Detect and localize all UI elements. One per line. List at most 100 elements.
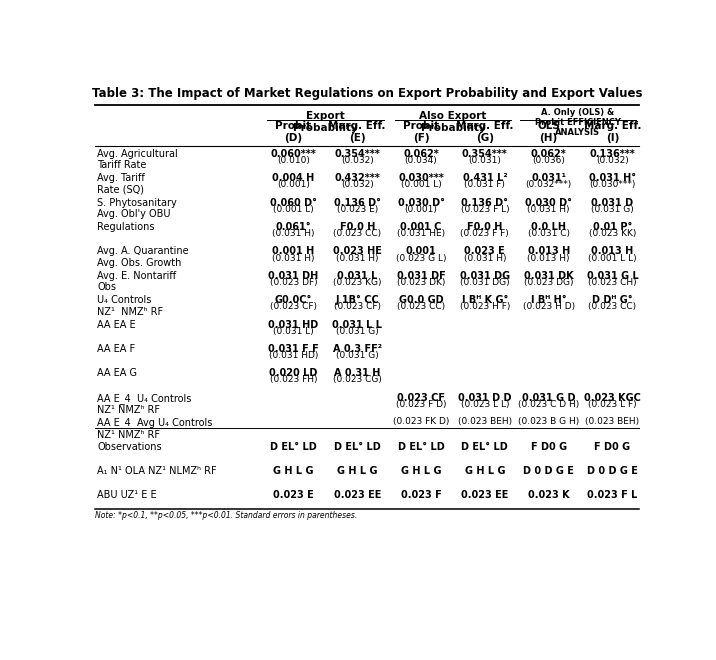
Text: 0.031 L: 0.031 L <box>337 271 377 280</box>
Text: (0.032): (0.032) <box>596 156 629 165</box>
Text: 0.031 DH: 0.031 DH <box>268 271 319 280</box>
Text: Marg. Eff.
(G): Marg. Eff. (G) <box>456 121 513 143</box>
Text: 0.001: 0.001 <box>406 246 437 256</box>
Text: 0.023 EE: 0.023 EE <box>461 490 508 500</box>
Text: F D0 G: F D0 G <box>594 442 631 451</box>
Text: J 1B° CC: J 1B° CC <box>335 295 379 306</box>
Text: (0.023 B G H): (0.023 B G H) <box>518 417 579 426</box>
Text: G H L G: G H L G <box>337 466 377 476</box>
Text: Avg. E. Nontariff
Obs: Avg. E. Nontariff Obs <box>97 271 176 292</box>
Text: 0.013 H: 0.013 H <box>528 246 570 256</box>
Text: I Bᴴ H°: I Bᴴ H° <box>531 295 566 305</box>
Text: 0.030***: 0.030*** <box>398 173 444 183</box>
Text: (0.013 H): (0.013 H) <box>528 253 570 263</box>
Text: AA EA G: AA EA G <box>97 368 137 378</box>
Text: G H L G: G H L G <box>465 466 505 476</box>
Text: 0.031¹: 0.031¹ <box>531 173 566 183</box>
Text: (0.023 CH): (0.023 CH) <box>588 278 637 287</box>
Text: (0.023 CF): (0.023 CF) <box>334 302 381 312</box>
Text: 0.013 H: 0.013 H <box>591 246 634 256</box>
Text: 0.354***: 0.354*** <box>334 148 380 159</box>
Text: 0.023 CF: 0.023 CF <box>397 393 445 403</box>
Text: A 0.3 FF²: A 0.3 FF² <box>333 344 382 354</box>
Text: D EL° LD: D EL° LD <box>462 442 508 451</box>
Text: (0.031 HD): (0.031 HD) <box>268 351 318 360</box>
Text: AA E_4  Avg U₄ Controls
NZ¹ NMZʰ RF: AA E_4 Avg U₄ Controls NZ¹ NMZʰ RF <box>97 417 213 440</box>
Text: (0.010): (0.010) <box>277 156 310 165</box>
Text: Avg. Tariff
Rate (SQ): Avg. Tariff Rate (SQ) <box>97 173 145 195</box>
Text: D EL° LD: D EL° LD <box>270 442 316 451</box>
Text: 0.031 L L: 0.031 L L <box>332 319 382 329</box>
Text: AA E_4  U₄ Controls
NZ¹ NMZʰ RF: AA E_4 U₄ Controls NZ¹ NMZʰ RF <box>97 393 192 415</box>
Text: (0.031 G): (0.031 G) <box>591 205 634 214</box>
Text: 0.031 DK: 0.031 DK <box>524 271 574 280</box>
Text: D 0 D G E: D 0 D G E <box>587 466 638 476</box>
Text: (0.031 G): (0.031 G) <box>336 327 379 336</box>
Text: 0.062*: 0.062* <box>531 148 566 159</box>
Text: 0.023 E: 0.023 E <box>465 246 505 256</box>
Text: 0.001 C: 0.001 C <box>400 222 442 232</box>
Text: (0.023 DG): (0.023 DG) <box>524 278 574 287</box>
Text: 0.031 H°: 0.031 H° <box>589 173 636 183</box>
Text: (0.023 CC): (0.023 CC) <box>589 302 637 312</box>
Text: (0.023 CG): (0.023 CG) <box>333 376 382 385</box>
Text: 0.431 L²: 0.431 L² <box>463 173 507 183</box>
Text: (0.023 G L): (0.023 G L) <box>396 253 446 263</box>
Text: U₄ Controls
NZ¹  NMZʰ RF: U₄ Controls NZ¹ NMZʰ RF <box>97 295 163 317</box>
Text: (0.031 HE): (0.031 HE) <box>397 229 445 238</box>
Text: F0.0 H: F0.0 H <box>339 222 375 232</box>
Text: Probit
(D): Probit (D) <box>276 121 311 143</box>
Text: 0.023 EE: 0.023 EE <box>334 490 381 500</box>
Text: 0.023 F L: 0.023 F L <box>587 490 638 500</box>
Text: 0.060 D°: 0.060 D° <box>270 197 317 208</box>
Text: (0.023 L F): (0.023 L F) <box>588 400 637 409</box>
Text: (0.023 KG): (0.023 KG) <box>333 278 382 287</box>
Text: 0.354***: 0.354*** <box>462 148 508 159</box>
Text: D EL° LD: D EL° LD <box>397 442 445 451</box>
Text: D Dᴴ G°: D Dᴴ G° <box>592 295 633 305</box>
Text: D EL° LD: D EL° LD <box>334 442 381 451</box>
Text: D 0 D G E: D 0 D G E <box>523 466 574 476</box>
Text: (0.023 BEH): (0.023 BEH) <box>458 417 512 426</box>
Text: Probit
(F): Probit (F) <box>403 121 439 143</box>
Text: 0.030 D°: 0.030 D° <box>525 197 572 208</box>
Text: 0.023 F: 0.023 F <box>401 490 442 500</box>
Text: (0.001 L L): (0.001 L L) <box>588 253 637 263</box>
Text: (0.023 BEH): (0.023 BEH) <box>586 417 639 426</box>
Text: 0.136***: 0.136*** <box>589 148 635 159</box>
Text: (0.001): (0.001) <box>405 205 437 214</box>
Text: F D0 G: F D0 G <box>531 442 567 451</box>
Text: A₁ N¹ OLA NZ¹ NLMZʰ RF: A₁ N¹ OLA NZ¹ NLMZʰ RF <box>97 466 217 476</box>
Text: Regulations: Regulations <box>97 222 155 232</box>
Text: Also Export
Probability: Also Export Probability <box>420 112 487 133</box>
Text: (0.032***): (0.032***) <box>526 180 572 189</box>
Text: (0.032): (0.032) <box>341 180 374 189</box>
Text: 0.136 D°: 0.136 D° <box>334 197 381 208</box>
Text: S. Phytosanitary
Avg. Obl'y OBU: S. Phytosanitary Avg. Obl'y OBU <box>97 197 177 219</box>
Text: (0.031 H): (0.031 H) <box>528 205 570 214</box>
Text: G0.0 GD: G0.0 GD <box>399 295 443 305</box>
Text: 0.031 D D: 0.031 D D <box>458 393 512 403</box>
Text: 0.031 DF: 0.031 DF <box>397 271 445 280</box>
Text: 0.004 H: 0.004 H <box>272 173 314 183</box>
Text: 0.432***: 0.432*** <box>334 173 380 183</box>
Text: (0.031 DG): (0.031 DG) <box>460 278 510 287</box>
Text: (0.031 H): (0.031 H) <box>464 253 506 263</box>
Text: (0.023 FK D): (0.023 FK D) <box>393 417 449 426</box>
Text: (0.031 F): (0.031 F) <box>465 180 505 189</box>
Text: 0.01 P°: 0.01 P° <box>593 222 632 232</box>
Text: OLS
(H): OLS (H) <box>537 121 560 143</box>
Text: (0.031 G): (0.031 G) <box>336 351 379 360</box>
Text: (0.031): (0.031) <box>468 156 501 165</box>
Text: G0.0C°: G0.0C° <box>275 295 312 305</box>
Text: (0.023 DF): (0.023 DF) <box>270 278 317 287</box>
Text: (0.023 C D H): (0.023 C D H) <box>518 400 579 409</box>
Text: Table 3: The Impact of Market Regulations on Export Probability and Export Value: Table 3: The Impact of Market Regulation… <box>92 86 642 100</box>
Text: AA EA E: AA EA E <box>97 319 136 329</box>
Text: Avg. Agricultural
Tariff Rate: Avg. Agricultural Tariff Rate <box>97 148 178 170</box>
Text: Marg. Eff.
(E): Marg. Eff. (E) <box>329 121 386 143</box>
Text: (0.023 F D): (0.023 F D) <box>396 400 446 409</box>
Text: (0.032): (0.032) <box>341 156 374 165</box>
Text: 0.001 H: 0.001 H <box>272 246 314 256</box>
Text: (0.031 H): (0.031 H) <box>336 253 379 263</box>
